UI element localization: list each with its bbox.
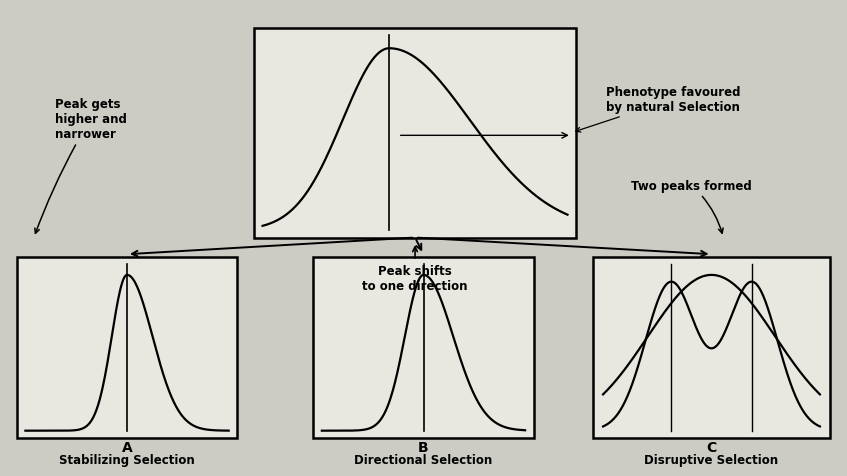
- Text: Directional Selection: Directional Selection: [354, 453, 493, 466]
- Bar: [254, 29, 576, 238]
- Text: Two peaks formed: Two peaks formed: [631, 179, 752, 234]
- Bar: [313, 257, 534, 438]
- Text: Peak shifts
to one direction: Peak shifts to one direction: [363, 248, 468, 292]
- Text: A: A: [122, 440, 132, 455]
- Text: Phenotype favoured
by natural Selection: Phenotype favoured by natural Selection: [576, 86, 740, 133]
- Bar: [17, 257, 237, 438]
- Bar: [593, 257, 830, 438]
- Text: Peak gets
higher and
narrower: Peak gets higher and narrower: [35, 98, 127, 234]
- Text: Stabilizing Selection: Stabilizing Selection: [59, 453, 195, 466]
- Text: Disruptive Selection: Disruptive Selection: [645, 453, 778, 466]
- Text: C: C: [706, 440, 717, 455]
- Text: B: B: [418, 440, 429, 455]
